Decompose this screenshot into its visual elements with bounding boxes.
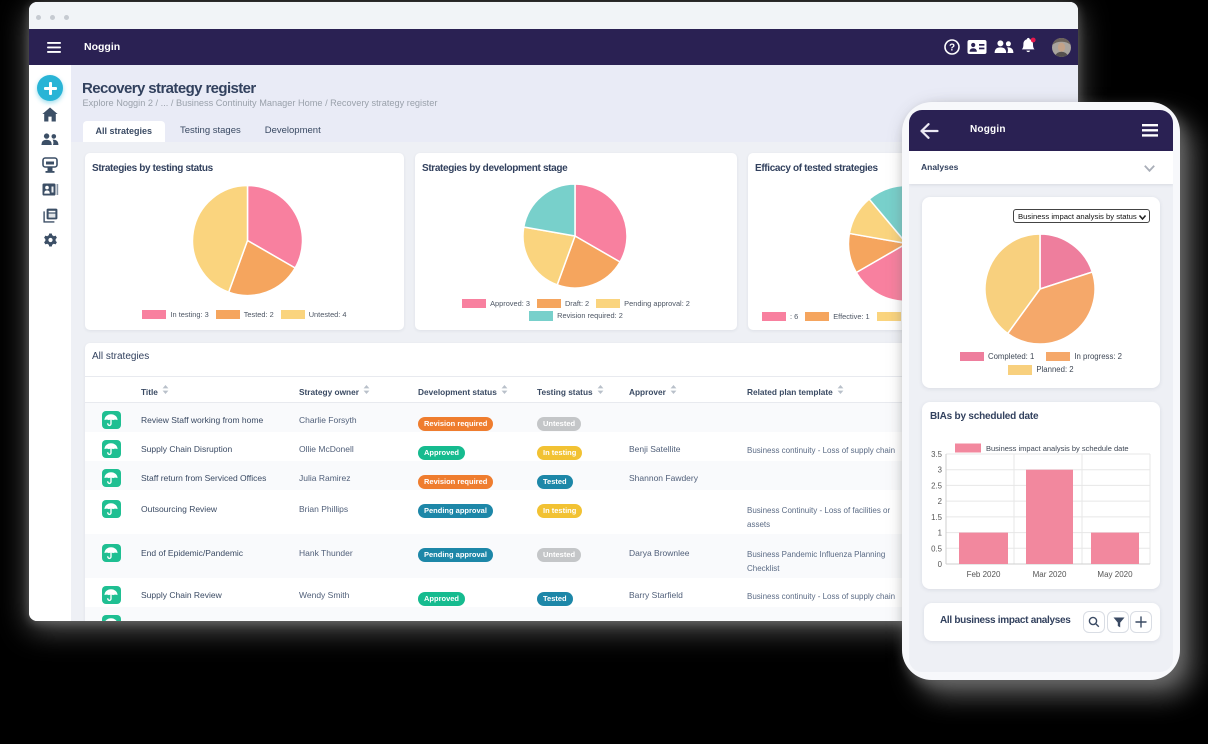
svg-text:Business impact analysis by sc: Business impact analysis by schedule dat… — [986, 444, 1129, 453]
svg-text:2.5: 2.5 — [931, 481, 943, 490]
svg-text:3: 3 — [938, 466, 942, 475]
svg-text:Mar 2020: Mar 2020 — [1033, 570, 1067, 579]
svg-text:Feb 2020: Feb 2020 — [967, 570, 1001, 579]
svg-text:?: ? — [949, 43, 955, 54]
svg-text:0: 0 — [938, 560, 943, 569]
svg-text:0.5: 0.5 — [931, 544, 943, 553]
svg-text:May 2020: May 2020 — [1097, 570, 1133, 579]
svg-text:2: 2 — [938, 497, 942, 506]
svg-text:1: 1 — [938, 529, 942, 538]
svg-text:1.5: 1.5 — [931, 513, 943, 522]
svg-text:3.5: 3.5 — [931, 450, 943, 459]
